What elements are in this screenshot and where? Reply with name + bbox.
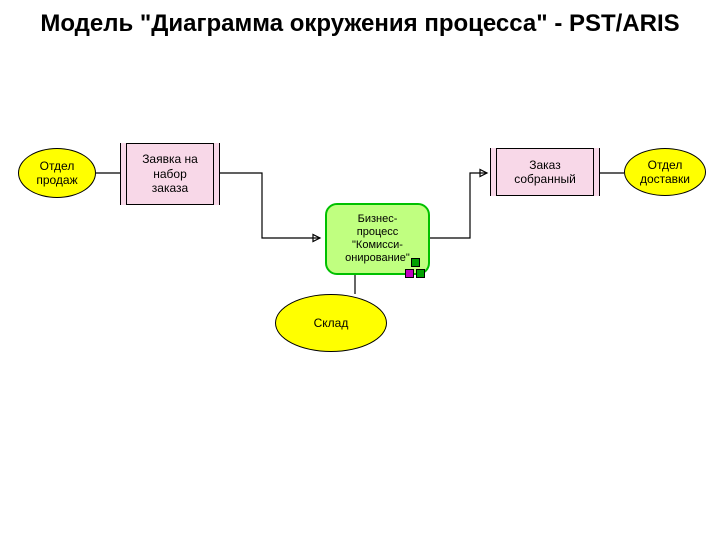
attachment-icon: [405, 258, 427, 280]
page-title: Модель "Диаграмма окружения процесса" - …: [0, 0, 720, 48]
delivery-node: Отдел доставки: [624, 148, 706, 196]
diagram-canvas: Отдел продаж Заявка на набор заказа Заказ …: [0, 48, 720, 508]
order-label: Заказ собранный: [497, 148, 593, 196]
order-node: Заказ собранный: [490, 148, 600, 196]
edge-layer: [0, 48, 720, 508]
sales-node: Отдел продаж: [18, 148, 96, 198]
request-node: Заявка на набор заказа: [120, 143, 220, 205]
request-label: Заявка на набор заказа: [127, 143, 213, 205]
warehouse-node: Склад: [275, 294, 387, 352]
